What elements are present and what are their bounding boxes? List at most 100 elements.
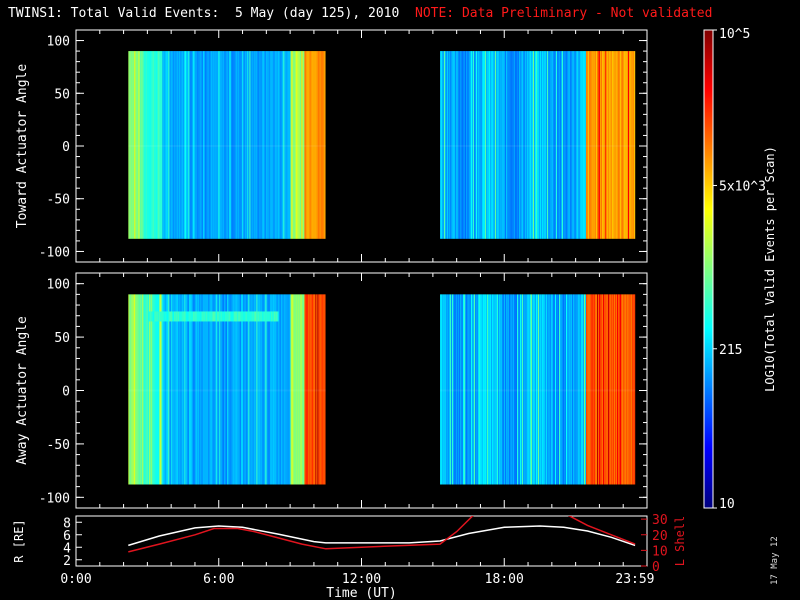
heatmap-column bbox=[269, 294, 271, 485]
heatmap-column bbox=[553, 294, 555, 485]
heatmap-column bbox=[612, 294, 614, 485]
heatmap-band bbox=[164, 311, 166, 322]
colorbar-cell bbox=[704, 379, 713, 381]
heatmap-band bbox=[239, 311, 241, 322]
colorbar-cell bbox=[704, 291, 713, 293]
x-tick-label: 12:00 bbox=[342, 572, 381, 587]
colorbar-cell bbox=[704, 223, 713, 225]
colorbar-cell bbox=[704, 215, 713, 217]
heatmap-column bbox=[264, 51, 266, 239]
heatmap-column bbox=[606, 294, 608, 485]
heatmap-column bbox=[138, 51, 140, 239]
heatmap-column bbox=[560, 51, 562, 239]
colorbar-cell bbox=[704, 237, 713, 239]
colorbar-cell bbox=[704, 460, 713, 462]
colorbar-cell bbox=[704, 147, 713, 149]
heatmap-column bbox=[193, 294, 195, 485]
colorbar-cell bbox=[704, 447, 713, 449]
heatmap-column bbox=[169, 294, 171, 485]
heatmap-column bbox=[160, 294, 162, 485]
colorbar-cell bbox=[704, 366, 713, 368]
colorbar-cell bbox=[704, 157, 713, 159]
heatmap-column bbox=[514, 294, 516, 485]
heatmap-column bbox=[449, 294, 451, 485]
heatmap-column bbox=[516, 51, 518, 239]
heatmap-column bbox=[573, 51, 575, 239]
y-tick-label: 0 bbox=[62, 140, 70, 155]
heatmap-column bbox=[292, 294, 294, 485]
colorbar-cell bbox=[704, 231, 713, 233]
colorbar-cell bbox=[704, 38, 713, 40]
heatmap-column bbox=[602, 51, 604, 239]
colorbar-cell bbox=[704, 358, 713, 360]
heatmap-column bbox=[624, 294, 626, 485]
heatmap-column bbox=[488, 294, 490, 485]
heatmap-column bbox=[570, 51, 572, 239]
heatmap-column bbox=[445, 294, 447, 485]
heatmap-column bbox=[324, 294, 326, 485]
colorbar-cell bbox=[704, 471, 713, 473]
heatmap-column bbox=[603, 51, 605, 239]
heatmap-column bbox=[467, 51, 469, 239]
heatmap-column bbox=[293, 294, 295, 485]
heatmap-column bbox=[615, 51, 617, 239]
colorbar-cell bbox=[704, 114, 713, 116]
heatmap-band bbox=[148, 311, 150, 322]
heatmap-column bbox=[279, 51, 281, 239]
heatmap-column bbox=[147, 294, 149, 485]
colorbar-cell bbox=[704, 115, 713, 117]
colorbar-cell bbox=[704, 429, 713, 431]
colorbar-cell bbox=[704, 162, 713, 164]
heatmap-column bbox=[460, 294, 462, 485]
heatmap-column bbox=[452, 294, 454, 485]
colorbar-cell bbox=[704, 440, 713, 442]
colorbar-cell bbox=[704, 200, 713, 202]
heatmap-column bbox=[269, 51, 271, 239]
colorbar-cell bbox=[704, 150, 713, 152]
heatmap-column bbox=[446, 294, 448, 485]
x-tick-label: 6:00 bbox=[203, 572, 234, 587]
colorbar-cell bbox=[704, 250, 713, 252]
heatmap-column bbox=[224, 294, 226, 485]
heatmap-column bbox=[564, 294, 566, 485]
heatmap-column bbox=[244, 51, 246, 239]
heatmap-column bbox=[243, 51, 245, 239]
data-block bbox=[440, 294, 636, 485]
heatmap-column bbox=[134, 51, 136, 239]
heatmap-column bbox=[222, 294, 224, 485]
colorbar-cell bbox=[704, 437, 713, 439]
heatmap-column bbox=[631, 51, 633, 239]
heatmap-column bbox=[591, 51, 593, 239]
colorbar-cell bbox=[704, 174, 713, 176]
colorbar-cell bbox=[704, 377, 713, 379]
heatmap-band bbox=[271, 311, 273, 322]
heatmap-column bbox=[162, 294, 164, 485]
colorbar-cell bbox=[704, 412, 713, 414]
heatmap-band bbox=[241, 311, 243, 322]
heatmap-column bbox=[253, 294, 255, 485]
heatmap-column bbox=[566, 294, 568, 485]
heatmap-column bbox=[447, 294, 449, 485]
colorbar-cell bbox=[704, 312, 713, 314]
colorbar-cell bbox=[704, 211, 713, 213]
colorbar-cell bbox=[704, 450, 713, 452]
heatmap-band bbox=[215, 311, 217, 322]
heatmap-column bbox=[590, 51, 592, 239]
heatmap-column bbox=[130, 294, 132, 485]
heatmap-column bbox=[167, 51, 169, 239]
heatmap-column bbox=[213, 51, 215, 239]
heatmap-band bbox=[265, 311, 267, 322]
heatmap-column bbox=[494, 294, 496, 485]
colorbar-cell bbox=[704, 242, 713, 244]
colorbar-cell bbox=[704, 370, 713, 372]
heatmap-band bbox=[257, 311, 259, 322]
heatmap-column bbox=[252, 51, 254, 239]
heatmap-column bbox=[247, 51, 249, 239]
colorbar-cell bbox=[704, 329, 713, 331]
heatmap-column bbox=[240, 294, 242, 485]
heatmap-column bbox=[453, 294, 455, 485]
heatmap-column bbox=[177, 294, 179, 485]
colorbar-cell bbox=[704, 359, 713, 361]
colorbar-cell bbox=[704, 306, 713, 308]
heatmap-column bbox=[138, 294, 140, 485]
